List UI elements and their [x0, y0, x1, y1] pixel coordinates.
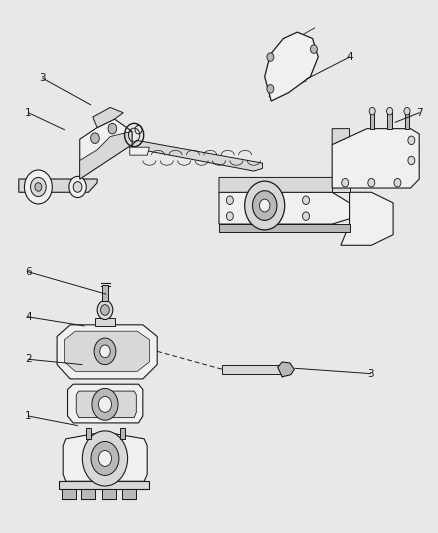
Circle shape — [97, 301, 113, 319]
Circle shape — [394, 179, 401, 187]
Circle shape — [387, 108, 392, 115]
Polygon shape — [405, 112, 409, 128]
Text: 3: 3 — [39, 73, 46, 83]
Circle shape — [73, 182, 82, 192]
Circle shape — [99, 450, 112, 466]
Circle shape — [100, 345, 110, 358]
Polygon shape — [80, 131, 132, 179]
Circle shape — [369, 108, 375, 115]
Circle shape — [108, 123, 117, 134]
Circle shape — [267, 85, 274, 93]
Polygon shape — [64, 331, 149, 372]
Polygon shape — [219, 192, 350, 224]
Circle shape — [69, 176, 86, 198]
Text: 4: 4 — [25, 312, 32, 322]
Polygon shape — [122, 489, 136, 499]
Circle shape — [226, 212, 233, 220]
Polygon shape — [132, 140, 262, 171]
Polygon shape — [120, 428, 125, 439]
Circle shape — [101, 305, 110, 316]
Polygon shape — [223, 365, 282, 374]
Circle shape — [259, 199, 270, 212]
Circle shape — [226, 196, 233, 205]
Text: 1: 1 — [25, 108, 32, 118]
Text: 2: 2 — [25, 354, 32, 364]
Circle shape — [342, 179, 349, 187]
Circle shape — [408, 156, 415, 165]
Polygon shape — [19, 179, 97, 192]
Polygon shape — [332, 171, 350, 192]
Polygon shape — [80, 119, 132, 179]
Circle shape — [303, 196, 310, 205]
Polygon shape — [370, 112, 374, 128]
Text: 3: 3 — [367, 369, 374, 378]
Circle shape — [35, 183, 42, 191]
Circle shape — [311, 45, 318, 53]
Polygon shape — [219, 224, 350, 232]
Polygon shape — [93, 108, 123, 127]
Polygon shape — [332, 128, 419, 188]
Circle shape — [92, 389, 118, 420]
Circle shape — [91, 441, 119, 475]
Polygon shape — [388, 112, 392, 128]
Polygon shape — [130, 147, 149, 155]
Circle shape — [245, 181, 285, 230]
Circle shape — [267, 53, 274, 61]
Polygon shape — [95, 318, 116, 326]
Polygon shape — [341, 192, 393, 245]
Polygon shape — [62, 489, 76, 499]
Polygon shape — [76, 391, 136, 418]
Circle shape — [94, 338, 116, 365]
Circle shape — [368, 179, 375, 187]
Circle shape — [99, 397, 112, 413]
Polygon shape — [265, 32, 318, 101]
Text: 6: 6 — [25, 267, 32, 277]
Circle shape — [404, 108, 410, 115]
Circle shape — [31, 177, 46, 197]
Polygon shape — [102, 489, 116, 499]
Polygon shape — [278, 362, 294, 377]
Circle shape — [25, 170, 52, 204]
Circle shape — [253, 191, 277, 220]
Circle shape — [91, 133, 99, 143]
Polygon shape — [102, 285, 108, 301]
Text: 4: 4 — [346, 52, 353, 62]
Polygon shape — [57, 325, 157, 379]
Polygon shape — [59, 481, 149, 489]
Polygon shape — [81, 489, 95, 499]
Polygon shape — [332, 128, 350, 144]
Polygon shape — [67, 384, 143, 423]
Polygon shape — [63, 432, 147, 481]
Circle shape — [408, 136, 415, 144]
Text: 1: 1 — [25, 411, 32, 421]
Polygon shape — [86, 428, 91, 439]
Circle shape — [303, 212, 310, 220]
Circle shape — [82, 431, 127, 486]
Polygon shape — [219, 177, 350, 192]
Text: 7: 7 — [416, 108, 423, 118]
